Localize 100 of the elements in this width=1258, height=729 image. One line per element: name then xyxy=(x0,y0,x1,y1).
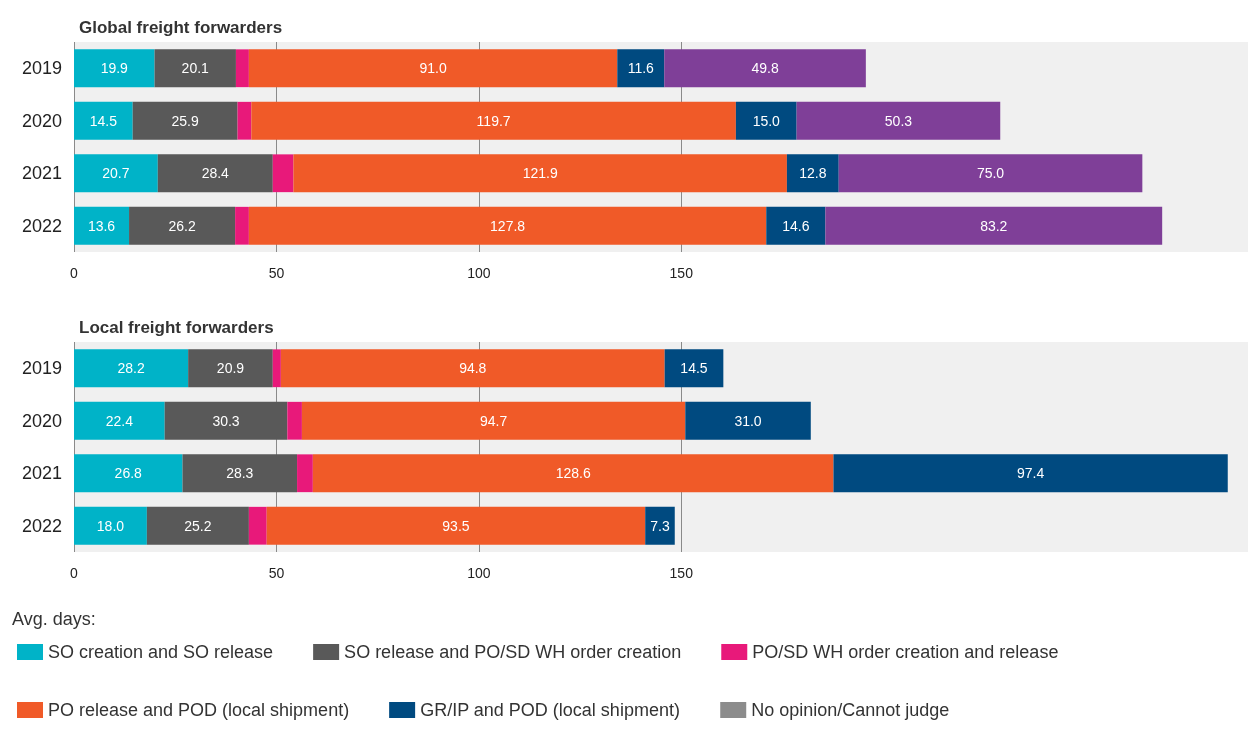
y-tick-label: 2021 xyxy=(21,463,62,484)
bar xyxy=(287,401,302,440)
legend-title: Avg. days: xyxy=(12,609,96,629)
bar xyxy=(129,206,236,245)
bar xyxy=(154,49,236,88)
data-label: 94.7 xyxy=(479,412,508,429)
data-label: 11.6 xyxy=(627,60,655,77)
y-tick-label: 2019 xyxy=(21,358,62,379)
y-tick-label: 2020 xyxy=(21,110,62,131)
bar xyxy=(248,506,267,545)
data-label: 121.9 xyxy=(522,165,558,182)
data-label: 28.3 xyxy=(226,465,254,482)
bar xyxy=(157,154,273,193)
bar xyxy=(146,506,249,545)
bar xyxy=(248,49,618,88)
bar xyxy=(74,401,165,440)
bar xyxy=(664,349,724,388)
data-label: 14.5 xyxy=(680,360,708,377)
bar xyxy=(235,49,249,88)
legend-label: PO/SD WH order creation and release xyxy=(752,642,1059,662)
legend-label: No opinion/Cannot judge xyxy=(751,700,950,720)
bar xyxy=(297,454,313,493)
chart-title: Local freight forwarders xyxy=(79,318,274,337)
bar xyxy=(272,154,294,193)
x-tick-label: 100 xyxy=(467,265,491,281)
bar xyxy=(293,154,787,193)
x-tick-label: 0 xyxy=(70,565,79,581)
bar xyxy=(735,101,797,140)
bar xyxy=(280,349,665,388)
legend-label: GR/IP and POD (local shipment) xyxy=(420,700,680,720)
x-tick-label: 0 xyxy=(70,265,79,281)
y-tick-label: 2021 xyxy=(21,163,62,184)
bar xyxy=(74,154,158,193)
y-tick-label: 2020 xyxy=(21,410,62,431)
data-label: 14.6 xyxy=(782,217,810,234)
bar xyxy=(272,349,281,388)
bar xyxy=(182,454,298,493)
bar xyxy=(664,49,866,88)
data-label: 19.9 xyxy=(100,60,129,77)
data-label: 26.8 xyxy=(114,465,143,482)
bar xyxy=(74,506,147,545)
bar xyxy=(796,101,1001,140)
bar xyxy=(825,206,1163,245)
data-label: 119.7 xyxy=(476,112,511,129)
data-label: 20.7 xyxy=(102,165,130,182)
data-label: 28.4 xyxy=(201,165,230,182)
bar xyxy=(74,101,133,140)
data-label: 7.3 xyxy=(650,517,670,534)
y-tick-label: 2019 xyxy=(21,58,62,79)
data-label: 128.6 xyxy=(555,465,591,482)
bar xyxy=(266,506,646,545)
bar xyxy=(685,401,811,440)
bar xyxy=(301,401,686,440)
bar xyxy=(132,101,238,140)
bar xyxy=(617,49,665,88)
data-label: 97.4 xyxy=(1016,465,1045,482)
bar xyxy=(248,206,767,245)
bar xyxy=(188,349,273,388)
data-label: 14.5 xyxy=(89,112,118,129)
data-label: 20.9 xyxy=(216,360,245,377)
data-label: 20.1 xyxy=(181,60,210,77)
data-label: 127.8 xyxy=(490,217,526,234)
data-label: 28.2 xyxy=(117,360,145,377)
data-label: 15.0 xyxy=(752,112,781,129)
data-label: 18.0 xyxy=(96,517,125,534)
bar xyxy=(838,154,1143,193)
bar xyxy=(74,349,189,388)
legend-label: PO release and POD (local shipment) xyxy=(48,700,350,720)
data-label: 13.6 xyxy=(87,217,116,234)
data-label: 26.2 xyxy=(168,217,196,234)
data-label: 49.8 xyxy=(751,60,779,77)
y-tick-label: 2022 xyxy=(21,515,62,536)
bar xyxy=(251,101,736,140)
data-label: 12.8 xyxy=(799,165,827,182)
data-label: 94.8 xyxy=(459,360,487,377)
x-tick-label: 100 xyxy=(467,565,491,581)
bar xyxy=(237,101,252,140)
data-label: 30.3 xyxy=(212,412,240,429)
chart-title: Global freight forwarders xyxy=(79,18,283,37)
x-tick-label: 50 xyxy=(268,265,285,281)
bar xyxy=(833,454,1228,493)
bar xyxy=(766,206,826,245)
legend-label: SO creation and SO release xyxy=(48,642,274,662)
data-label: 25.2 xyxy=(184,517,212,534)
bar xyxy=(74,49,155,88)
data-label: 25.9 xyxy=(171,112,199,129)
y-tick-label: 2022 xyxy=(21,215,62,236)
data-label: 83.2 xyxy=(980,217,1008,234)
data-label: 50.3 xyxy=(884,112,913,129)
bar xyxy=(235,206,249,245)
x-tick-label: 150 xyxy=(669,265,694,281)
bar xyxy=(74,206,130,245)
bar xyxy=(312,454,834,493)
x-tick-label: 150 xyxy=(669,565,694,581)
data-label: 93.5 xyxy=(442,517,470,534)
data-label: 91.0 xyxy=(419,60,447,77)
bar xyxy=(164,401,288,440)
data-label: 75.0 xyxy=(976,165,1005,182)
bar xyxy=(786,154,839,193)
data-label: 31.0 xyxy=(734,412,762,429)
